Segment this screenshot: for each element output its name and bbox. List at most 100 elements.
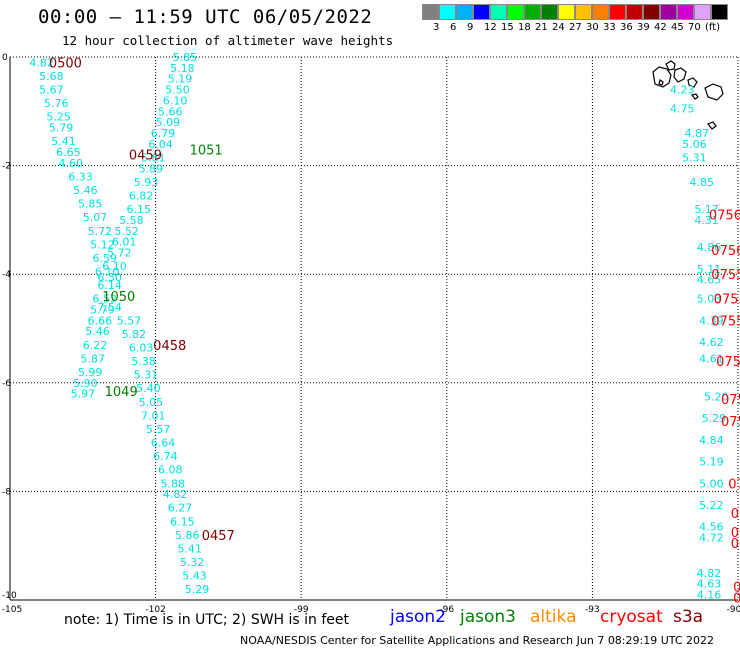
color-swatch [422, 4, 439, 20]
footer-note: note: 1) Time is in UTC; 2) SWH is in fe… [64, 612, 350, 628]
wave-height-value: 4.39 [699, 314, 724, 327]
island-outline [652, 66, 672, 88]
wave-height-value: 5.88 [160, 477, 185, 490]
wave-height-value: 4.72 [699, 532, 724, 545]
satellite-label-jason2: jason2 [390, 607, 446, 627]
island-outline [673, 67, 687, 83]
color-swatch [609, 4, 626, 20]
y-tick-label: -2 [2, 162, 11, 172]
wave-height-value: 6.52 [93, 293, 118, 306]
color-swatch [643, 4, 660, 20]
wave-height-value: 5.31 [134, 369, 159, 382]
pass-time-label: 1049 [105, 385, 138, 400]
island-outline [690, 93, 699, 100]
wave-height-value: 6.14 [97, 279, 122, 292]
wave-height-value: 5.52 [114, 225, 139, 238]
x-tick-label: -105 [2, 605, 22, 615]
wave-height-value: 5.99 [78, 366, 103, 379]
wave-height-value: 4.65 [697, 274, 722, 287]
wave-height-value: 6.79 [151, 127, 176, 140]
color-swatch [507, 4, 524, 20]
color-scale-tick: 36 [620, 22, 633, 33]
color-scale-tick: 12 [484, 22, 497, 33]
wave-height-value: 5.57 [117, 314, 142, 327]
wave-height-value: 5.57 [146, 423, 171, 436]
wave-height-value: 5.31 [682, 151, 707, 164]
wave-height-value: 5.22 [699, 499, 724, 512]
pass-time-label: 0755 [711, 314, 740, 329]
wave-height-value: 5.11 [697, 263, 722, 276]
wave-height-value: 7.54 [97, 301, 122, 314]
wave-height-value: 6.82 [129, 189, 154, 202]
wave-height-value: 4.86 [697, 241, 722, 254]
wave-height-value: 4.31 [694, 214, 719, 227]
wave-height-value: 5.38 [131, 355, 156, 368]
wave-height-value: 6.22 [83, 339, 108, 352]
wave-height-value: 5.76 [44, 97, 68, 110]
wave-height-value: 6.03 [129, 342, 154, 355]
y-tick-label: -4 [2, 270, 11, 280]
pass-time-label: 075 [728, 477, 740, 492]
wave-height-value: 6.15 [126, 203, 151, 216]
color-swatch [439, 4, 456, 20]
color-scale-tick: 24 [552, 22, 565, 33]
x-tick-label: -93 [585, 605, 600, 615]
wave-height-value: 4.82 [163, 488, 188, 501]
wave-height-value: 5.29 [702, 412, 727, 425]
y-tick-label: -6 [2, 379, 11, 389]
wave-height-value: 5.67 [39, 84, 64, 97]
wave-height-value: 5.17 [694, 203, 719, 216]
wave-height-value: 5.12 [90, 238, 115, 251]
wave-height-value: 6.30 [97, 271, 122, 284]
color-scale-tick: 15 [501, 22, 514, 33]
wave-height-value: 5.19 [699, 456, 724, 469]
wave-height-value: 6.66 [88, 314, 113, 327]
color-swatch [694, 4, 711, 20]
satellite-label-altika: altika [530, 607, 577, 627]
island-outline [658, 79, 664, 86]
wave-height-value: 4.75 [670, 103, 695, 116]
wave-height-value: 4.23 [670, 84, 695, 97]
wave-height-value: 5.41 [177, 542, 202, 555]
pass-time-label: 0459 [129, 149, 162, 164]
wave-height-value: 5.93 [134, 176, 159, 189]
wave-height-value: 5.18 [170, 62, 195, 75]
wave-height-value: 5.46 [85, 325, 110, 338]
color-swatch [626, 4, 643, 20]
pass-time-label: 0500 [49, 56, 82, 71]
color-scale-tick: 70 [688, 22, 701, 33]
color-swatch [575, 4, 592, 20]
x-tick-label: -99 [294, 605, 309, 615]
wave-height-value: 5.58 [119, 214, 144, 227]
wave-height-value: 6.15 [170, 515, 195, 528]
wave-height-value: 6.27 [168, 502, 193, 515]
wave-height-value: 5.07 [83, 211, 108, 224]
wave-height-value: 5.85 [78, 198, 103, 211]
wave-height-value: 5.41 [51, 135, 76, 148]
wave-height-value: 5.46 [73, 184, 98, 197]
wave-height-value: 4.84 [699, 434, 724, 447]
pass-time-label: 07 [731, 526, 740, 541]
wave-height-value: 5.00 [699, 477, 724, 490]
x-tick-label: -102 [145, 605, 165, 615]
wave-height-value: 5.05 [139, 396, 164, 409]
color-scale-tick: 30 [586, 22, 599, 33]
wave-height-value: 6.74 [153, 450, 178, 463]
wave-height-value: 5.79 [49, 122, 74, 135]
wave-height-value: 7.01 [141, 409, 166, 422]
pass-time-label: 0457 [202, 529, 235, 544]
wave-height-value: 5.09 [156, 116, 181, 129]
wave-height-value: 5.19 [168, 73, 193, 86]
color-scale-tick: 39 [637, 22, 650, 33]
wave-height-value: 5.66 [158, 105, 183, 118]
satellite-label-cryosat: cryosat [600, 607, 663, 627]
wave-height-value: 5.86 [175, 529, 200, 542]
x-tick-label: -96 [439, 605, 454, 615]
color-scale-tick: 9 [467, 22, 474, 33]
wave-height-value: 5.03 [697, 293, 722, 306]
wave-height-value: 4.87 [685, 127, 710, 140]
y-tick-label: 0 [2, 53, 8, 63]
wave-height-value: 5.32 [180, 556, 205, 569]
wave-height-value: 5.72 [107, 246, 132, 259]
